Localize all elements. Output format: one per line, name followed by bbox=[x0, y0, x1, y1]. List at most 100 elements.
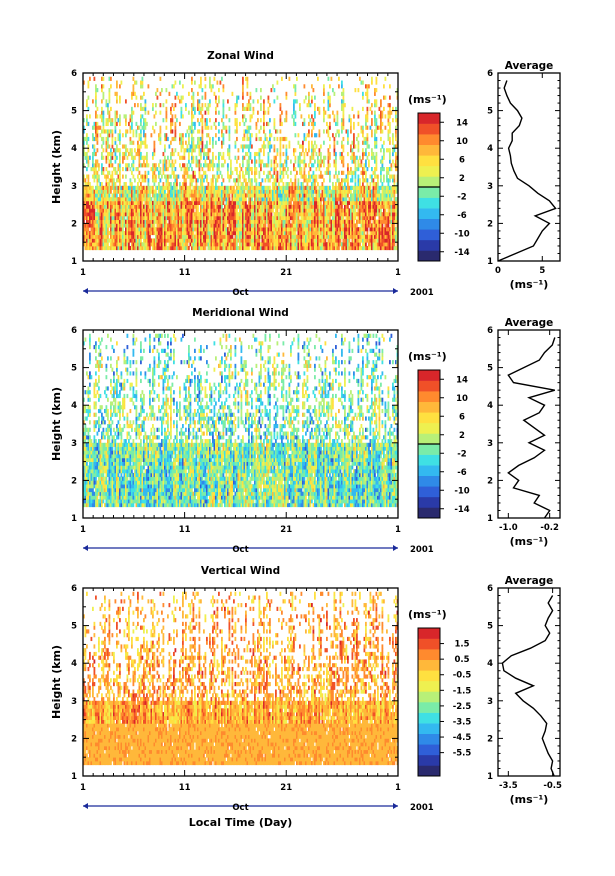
heatmap-cell bbox=[198, 167, 201, 172]
heatmap-cell bbox=[261, 178, 264, 183]
heatmap-cell bbox=[365, 148, 367, 153]
heatmap-cell bbox=[365, 151, 367, 157]
heatmap-cell bbox=[122, 238, 124, 243]
heatmap-cell bbox=[200, 238, 202, 243]
heatmap-cell bbox=[290, 159, 292, 164]
heatmap-cell bbox=[300, 245, 303, 251]
heatmap-cell bbox=[206, 125, 208, 130]
heatmap-cell bbox=[267, 215, 270, 221]
heatmap-cell bbox=[296, 242, 298, 247]
heatmap-cell bbox=[158, 245, 160, 251]
heatmap-cell bbox=[224, 242, 226, 247]
heatmap-cell bbox=[147, 242, 150, 247]
heatmap-cell bbox=[209, 238, 211, 243]
heatmap-cell bbox=[153, 204, 156, 209]
heatmap-cell bbox=[255, 212, 258, 217]
heatmap-cell bbox=[192, 204, 195, 209]
heatmap-cell bbox=[302, 230, 304, 236]
heatmap-cell bbox=[192, 223, 195, 228]
heatmap-cell bbox=[261, 223, 264, 228]
heatmap-cell bbox=[105, 227, 108, 232]
heatmap-cell bbox=[335, 163, 337, 168]
heatmap-cell bbox=[104, 212, 106, 217]
heatmap-cell bbox=[294, 230, 297, 236]
heatmap-cell bbox=[251, 200, 253, 205]
heatmap-cell bbox=[96, 230, 99, 236]
heatmap-cell bbox=[143, 91, 145, 96]
heatmap-cell bbox=[135, 212, 138, 217]
heatmap-cell bbox=[125, 208, 127, 213]
heatmap-cell bbox=[159, 219, 162, 224]
heatmap-cell bbox=[285, 212, 288, 217]
heatmap-cell bbox=[165, 118, 168, 123]
heatmap-cell bbox=[342, 99, 345, 104]
heatmap-cell bbox=[353, 151, 355, 157]
heatmap-cell bbox=[128, 219, 130, 224]
heatmap-cell bbox=[186, 219, 189, 224]
heatmap-cell bbox=[201, 230, 204, 236]
heatmap-cell bbox=[279, 103, 282, 108]
heatmap-cell bbox=[114, 136, 117, 142]
heatmap-cell bbox=[176, 91, 178, 96]
heatmap-cell bbox=[134, 91, 136, 96]
heatmap-cell bbox=[245, 227, 247, 232]
heatmap-cell bbox=[188, 227, 190, 232]
heatmap-cell bbox=[197, 212, 199, 217]
heatmap-cell bbox=[236, 121, 238, 127]
heatmap-cell bbox=[114, 155, 117, 160]
heatmap-cell bbox=[113, 167, 115, 172]
heatmap-cell bbox=[120, 242, 123, 247]
heatmap-cell bbox=[131, 223, 133, 228]
heatmap-cell bbox=[153, 182, 156, 187]
heatmap-cell bbox=[105, 189, 108, 194]
heatmap-cell bbox=[116, 114, 118, 119]
heatmap-cell bbox=[207, 245, 210, 251]
heatmap-cell bbox=[114, 151, 117, 157]
heatmap-cell bbox=[153, 245, 156, 251]
heatmap-cell bbox=[116, 223, 118, 228]
heatmap-cell bbox=[255, 193, 258, 198]
heatmap-cell bbox=[276, 136, 279, 142]
heatmap-cell bbox=[309, 167, 312, 172]
heatmap-cell bbox=[296, 245, 298, 251]
heatmap-cell bbox=[141, 95, 144, 100]
heatmap-cell bbox=[96, 227, 99, 232]
heatmap-cell bbox=[195, 182, 198, 187]
heatmap-cell bbox=[368, 99, 370, 104]
heatmap-cell bbox=[189, 227, 192, 232]
heatmap-cell bbox=[114, 219, 117, 224]
heatmap-cell bbox=[209, 185, 211, 190]
heatmap-cell bbox=[144, 125, 147, 130]
heatmap-cell bbox=[119, 174, 121, 179]
heatmap-cell bbox=[234, 182, 237, 187]
heatmap-cell bbox=[258, 230, 261, 236]
heatmap-cell bbox=[294, 219, 297, 224]
heatmap-cell bbox=[159, 125, 162, 130]
heatmap-cell bbox=[108, 163, 111, 168]
heatmap-cell bbox=[215, 189, 217, 194]
heatmap-cell bbox=[170, 223, 172, 228]
heatmap-cell bbox=[234, 204, 237, 209]
heatmap-cell bbox=[171, 227, 174, 232]
heatmap-cell bbox=[135, 234, 138, 239]
heatmap-cell bbox=[104, 230, 106, 236]
heatmap-cell bbox=[126, 185, 129, 190]
heatmap-cell bbox=[146, 208, 148, 213]
heatmap-cell bbox=[174, 204, 177, 209]
heatmap-cell bbox=[92, 238, 94, 243]
heatmap-cell bbox=[171, 208, 174, 213]
heatmap-cell bbox=[141, 189, 144, 194]
heatmap-cell bbox=[273, 148, 276, 153]
heatmap-cell bbox=[282, 200, 285, 205]
heatmap-cell bbox=[354, 178, 357, 183]
heatmap-cell bbox=[279, 144, 282, 149]
heatmap-cell bbox=[89, 185, 91, 190]
heatmap-cell bbox=[113, 227, 115, 232]
heatmap-cell bbox=[266, 121, 268, 127]
heatmap-cell bbox=[167, 174, 169, 179]
heatmap-cell bbox=[267, 189, 270, 194]
heatmap-cell bbox=[179, 193, 181, 198]
heatmap-cell bbox=[195, 178, 198, 183]
heatmap-cell bbox=[185, 193, 187, 198]
heatmap-cell bbox=[137, 185, 139, 190]
